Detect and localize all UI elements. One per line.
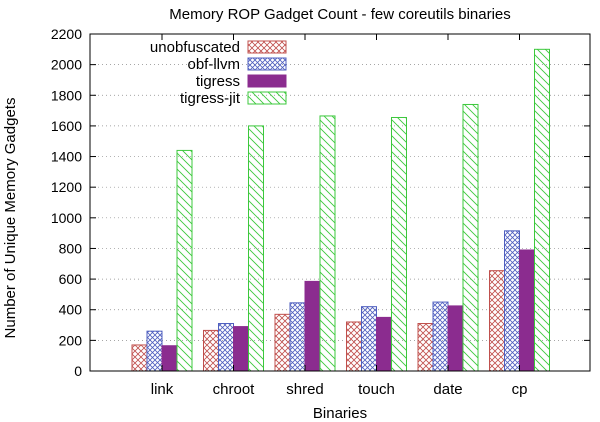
y-tick-label: 200: [59, 332, 83, 348]
bar-obf-llvm-touch: [361, 306, 377, 372]
bars: [131, 48, 550, 372]
bar-obf-llvm-date: [432, 301, 449, 372]
bar-tigress-jit-shred: [319, 115, 336, 372]
bar-tigress-jit-date: [462, 103, 479, 372]
x-tick-label: touch: [358, 381, 395, 398]
legend-swatch-tigress: [247, 74, 287, 88]
bar-obf-llvm-cp: [504, 230, 520, 372]
legend-label: unobfuscated: [150, 39, 240, 56]
bar-tigress-link: [161, 345, 178, 372]
y-tick-label: 800: [59, 240, 83, 256]
legend-label: obf-llvm: [187, 56, 240, 73]
bar-tigress-jit-link: [176, 149, 193, 372]
y-tick-label: 1800: [51, 87, 82, 103]
bar-tigress-jit-touch: [391, 116, 407, 372]
bar-tigress-jit-chroot: [248, 125, 264, 372]
y-tick-label: 1400: [51, 149, 82, 165]
bar-unobfuscated-touch: [346, 321, 362, 372]
y-tick-label: 1600: [51, 118, 82, 134]
x-tick-label: date: [433, 381, 462, 398]
bar-tigress-touch: [376, 316, 392, 372]
bar-tigress-cp: [519, 249, 535, 372]
bar-tigress-jit-cp: [534, 48, 550, 372]
plot-frame: [89, 33, 591, 372]
x-tick-label: chroot: [213, 381, 256, 398]
x-tick-label: link: [151, 381, 174, 398]
bar-unobfuscated-shred: [274, 313, 291, 372]
y-tick-label: 1200: [51, 179, 82, 195]
bar-unobfuscated-chroot: [203, 329, 219, 372]
bar-obf-llvm-shred: [289, 302, 306, 372]
legend-swatch-unobfuscated: [247, 40, 287, 54]
bar-obf-llvm-link: [146, 330, 163, 372]
x-tick-label: cp: [512, 381, 528, 398]
axes: 0 200 400 600 800 1000 1200 1400 1600 1800 2000 220…: [51, 26, 591, 398]
y-tick-label: 2000: [51, 57, 82, 73]
legend-swatch-obf-llvm: [247, 57, 287, 71]
x-axis-label: Binaries: [313, 405, 367, 422]
bar-unobfuscated-cp: [489, 270, 505, 372]
bar-obf-llvm-chroot: [218, 323, 234, 372]
legend-swatch-tigress-jit: [247, 91, 287, 105]
bar-tigress-date: [447, 305, 464, 372]
y-tick-label: 400: [59, 302, 83, 318]
legend-label: tigress: [196, 73, 240, 90]
y-tick-label: 1000: [51, 210, 82, 226]
y-axis-label: Number of Unique Memory Gadgets: [2, 98, 19, 339]
chart-title: Memory ROP Gadget Count - few coreutils …: [169, 6, 511, 23]
x-tick-label: shred: [286, 381, 324, 398]
bar-unobfuscated-link: [131, 344, 148, 372]
bar-tigress-shred: [304, 280, 321, 372]
y-tick-label: 600: [59, 271, 83, 287]
y-tick-label: 2200: [51, 26, 82, 42]
y-tick-label: 0: [74, 363, 82, 379]
bar-tigress-chroot: [233, 326, 249, 372]
bar-unobfuscated-date: [417, 323, 434, 372]
legend-label: tigress-jit: [180, 90, 241, 107]
